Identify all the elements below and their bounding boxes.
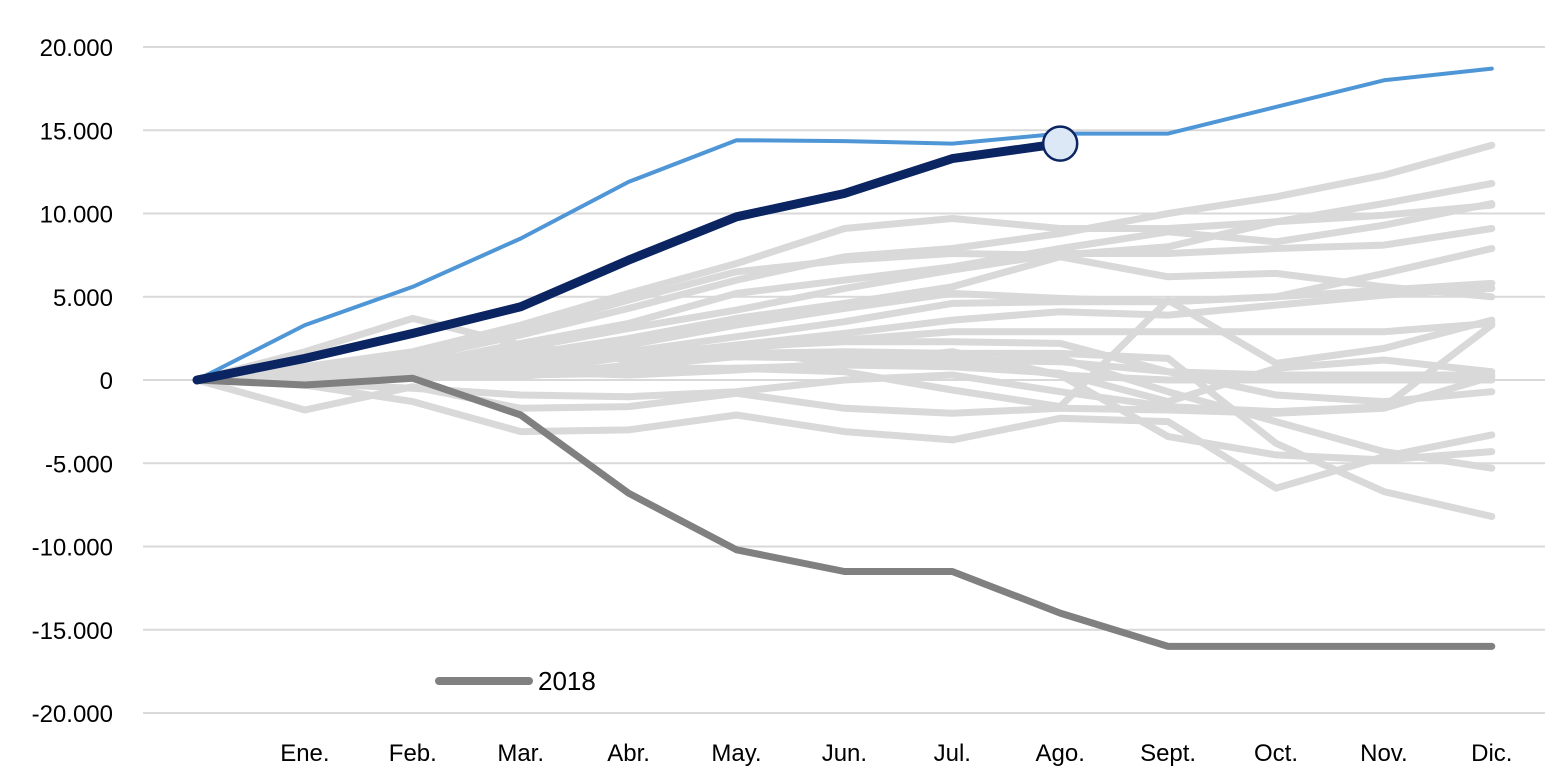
x-tick-label: Jun.: [822, 740, 867, 767]
series-line-other: [193, 373, 1496, 417]
y-axis-tick-labels: 20.000 15.000 10.000 5.000 0 -5.000 -10.000 -15…: [32, 35, 113, 728]
series-line-highlight: [192, 139, 1065, 385]
x-tick-label: Ene.: [280, 740, 329, 767]
x-tick-label: Ago.: [1036, 740, 1085, 767]
current-value-marker: [1041, 125, 1079, 162]
x-tick-label: Abr.: [607, 740, 650, 767]
y-tick-label: -20.000: [32, 701, 113, 728]
x-tick-label: Mar.: [497, 740, 544, 767]
legend: 2018: [435, 666, 596, 696]
y-tick-label: -5.000: [45, 451, 113, 478]
series-line-other: [193, 180, 1496, 384]
x-tick-label: Feb.: [389, 740, 437, 767]
x-tick-label: Nov.: [1360, 740, 1408, 767]
legend-label-2018: 2018: [538, 666, 596, 696]
x-axis-tick-labels: Ene. Feb. Mar. Abr. May. Jun. Jul. Ago. Sept. Oct…: [280, 740, 1512, 767]
series-line-other: [193, 376, 1496, 492]
x-tick-label: Jul.: [934, 740, 971, 767]
x-tick-label: Oct.: [1254, 740, 1298, 767]
x-tick-label: Dic.: [1471, 740, 1512, 767]
series-line-2018: [193, 374, 1496, 650]
series-line-other: [193, 338, 1496, 406]
y-tick-label: 0: [100, 368, 113, 395]
y-tick-label: -10.000: [32, 535, 113, 562]
y-tick-label: 15.000: [40, 118, 113, 145]
y-tick-label: 5.000: [53, 285, 113, 312]
series-line-max: [195, 66, 1494, 382]
y-tick-label: -15.000: [32, 618, 113, 645]
series-lines: [192, 66, 1496, 650]
x-tick-label: Sept.: [1140, 740, 1196, 767]
y-tick-label: 10.000: [40, 202, 113, 229]
x-tick-label: May.: [711, 740, 761, 767]
current-value-marker-group: [1041, 125, 1079, 162]
y-tick-label: 20.000: [40, 35, 113, 62]
